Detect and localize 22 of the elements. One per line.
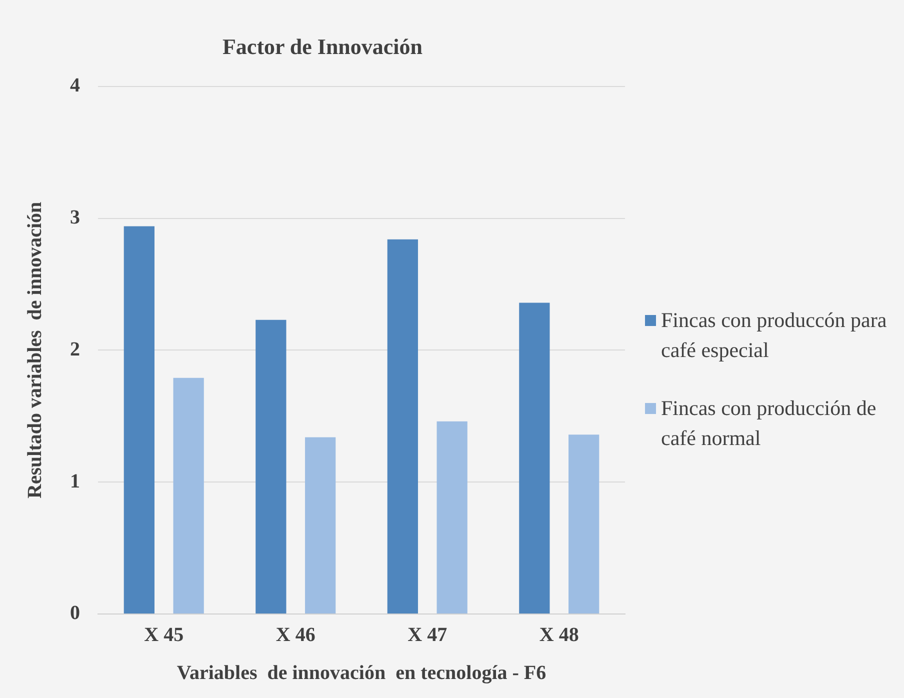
y-axis-title: Resultado variables de innovación [24, 202, 46, 499]
x-tick-label: X 46 [276, 624, 316, 646]
x-tick-label: X 45 [144, 624, 184, 646]
bar [173, 378, 204, 614]
x-tick-label: X 47 [408, 624, 448, 646]
y-tick-label: 0 [70, 602, 80, 624]
y-tick-label: 3 [70, 206, 80, 228]
x-axis-title: Variables de innovación en tecnología - F6 [176, 662, 546, 684]
bar [436, 421, 468, 614]
bar [387, 239, 418, 614]
legend-label: Fincas con produccón para café especial [661, 307, 888, 364]
legend-label: Fincas con producción de café normal [661, 395, 878, 452]
y-tick-label: 1 [70, 470, 80, 492]
bar [256, 320, 286, 614]
bar [519, 302, 550, 614]
y-tick-label: 2 [70, 338, 80, 360]
bar [568, 434, 600, 614]
x-tick-label: X 48 [539, 624, 579, 646]
chart-title: Factor de Innovación [222, 34, 423, 59]
bar [124, 226, 154, 614]
y-tick-label: 4 [70, 74, 80, 97]
bar [305, 437, 336, 614]
